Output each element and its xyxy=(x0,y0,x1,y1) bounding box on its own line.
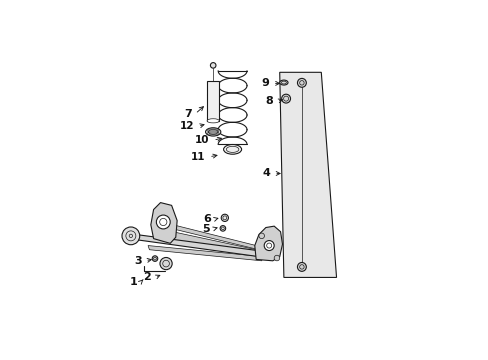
Circle shape xyxy=(281,94,290,103)
Text: 5: 5 xyxy=(202,224,209,234)
Text: 11: 11 xyxy=(190,152,205,162)
Text: 12: 12 xyxy=(180,121,194,131)
Circle shape xyxy=(259,233,264,239)
Circle shape xyxy=(220,226,225,231)
Text: 8: 8 xyxy=(265,96,273,107)
Polygon shape xyxy=(148,246,263,261)
Text: 2: 2 xyxy=(143,273,151,283)
Circle shape xyxy=(221,214,228,221)
Circle shape xyxy=(297,78,305,87)
Polygon shape xyxy=(135,234,261,257)
Polygon shape xyxy=(254,226,282,261)
Ellipse shape xyxy=(223,144,241,154)
Text: 10: 10 xyxy=(195,135,209,145)
Circle shape xyxy=(160,257,172,270)
Circle shape xyxy=(156,215,170,229)
Circle shape xyxy=(297,262,305,271)
Ellipse shape xyxy=(205,128,221,136)
Text: 7: 7 xyxy=(183,109,191,119)
Polygon shape xyxy=(164,222,261,250)
Circle shape xyxy=(122,227,140,245)
Text: 6: 6 xyxy=(203,214,210,224)
Text: 1: 1 xyxy=(129,276,137,287)
Polygon shape xyxy=(279,72,336,278)
Ellipse shape xyxy=(207,119,219,123)
Text: 9: 9 xyxy=(261,78,268,89)
Circle shape xyxy=(264,240,274,251)
Polygon shape xyxy=(150,203,177,243)
Ellipse shape xyxy=(279,80,287,85)
Circle shape xyxy=(210,63,216,68)
Circle shape xyxy=(274,255,279,261)
Text: 4: 4 xyxy=(262,168,270,179)
Bar xyxy=(207,81,219,121)
Circle shape xyxy=(152,256,158,261)
Text: 3: 3 xyxy=(134,256,142,266)
Polygon shape xyxy=(164,230,263,255)
